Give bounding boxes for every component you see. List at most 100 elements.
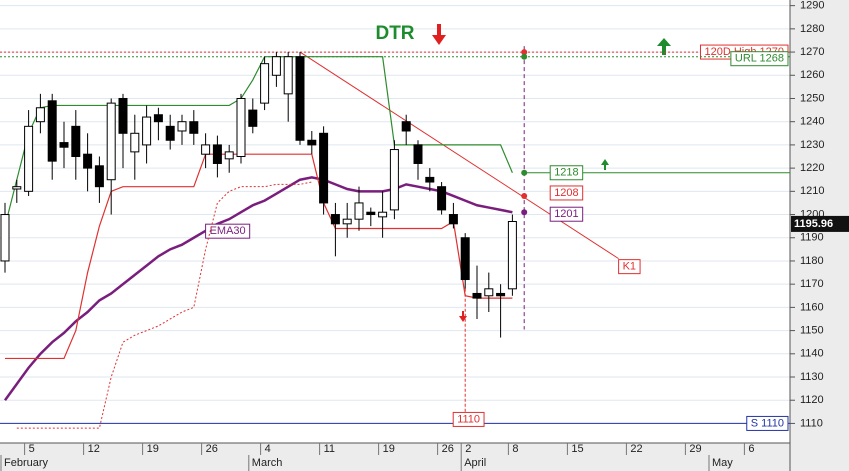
indicator-line [4, 56, 513, 227]
y-tick-label: 1210 [800, 185, 824, 197]
marker-label-box [549, 165, 584, 181]
candle-body [71, 125, 81, 158]
x-tick-label: 26 [442, 443, 454, 455]
y-tick-label: 1130 [800, 371, 824, 383]
candle-body [35, 107, 45, 123]
level-label-text: S 1110 [751, 417, 784, 429]
x-tick-label: 19 [383, 443, 395, 455]
y-tick-label: 1270 [800, 46, 824, 58]
month-label: February [4, 457, 49, 469]
y-tick-label: 1150 [800, 324, 824, 336]
stop-label: 1110 [452, 411, 485, 427]
candle-body [236, 97, 246, 158]
up-arrow-small [601, 159, 609, 170]
candle-body [0, 214, 10, 262]
candle-body [319, 132, 329, 204]
candle-body [47, 100, 57, 162]
y-tick-label: 1240 [800, 116, 824, 128]
candle-body [283, 56, 293, 95]
y-tick-label: 1120 [800, 394, 824, 406]
candle-body [448, 214, 458, 225]
marker-label-box [549, 185, 584, 201]
x-tick-label: 11 [324, 443, 335, 455]
chart-title: DTR [375, 23, 414, 44]
level-label-text: URL 1268 [735, 53, 784, 65]
y-tick-label: 1230 [800, 139, 824, 151]
indicator-line [3, 176, 513, 401]
marker-dot [521, 169, 528, 176]
level-dot [521, 53, 528, 60]
candle-body [118, 97, 128, 134]
trend-line [299, 51, 619, 260]
candle-body [212, 144, 222, 164]
candle-body [224, 151, 234, 160]
candle-body [165, 125, 175, 141]
level-label-box [730, 51, 789, 67]
candle-body [189, 121, 199, 134]
plot-area [0, 0, 790, 443]
x-tick-label: 19 [147, 443, 159, 455]
candle-body [271, 56, 281, 76]
x-tick-label: 8 [512, 443, 518, 455]
y-tick-label: 1290 [800, 0, 824, 12]
candle-body [248, 109, 258, 127]
marker-label: 1201 [549, 206, 584, 222]
candle-body [260, 63, 270, 104]
y-tick-label: 1160 [800, 301, 824, 313]
marker-dot [521, 209, 528, 216]
x-tick-label: 29 [689, 443, 701, 455]
marker-dot [521, 192, 528, 199]
y-tick-label: 1280 [800, 23, 824, 35]
candle-body [413, 144, 423, 164]
candle-body [496, 292, 506, 297]
x-tick-label: 12 [88, 443, 100, 455]
candle-body [484, 288, 494, 297]
candle-body [130, 132, 140, 153]
y-tick-label: 1250 [800, 92, 824, 104]
line-label: EMA30 [205, 223, 251, 239]
month-label: April [464, 457, 486, 469]
candle-body [389, 149, 399, 211]
y-tick-label: 1190 [800, 232, 824, 244]
candle-body [12, 186, 22, 190]
month-label: May [712, 457, 733, 469]
candle-body [378, 211, 388, 218]
level-label-box [746, 415, 789, 431]
candle-body [94, 165, 104, 188]
candle-body [83, 153, 93, 169]
marker-label-box [549, 206, 584, 222]
x-tick-label: 26 [206, 443, 218, 455]
y-tick-label: 1220 [800, 162, 824, 174]
candle-body [201, 144, 211, 155]
candle-body [24, 125, 34, 192]
y-tick-label: 1140 [800, 348, 824, 360]
y-tick-label: 1260 [800, 69, 824, 81]
marker-label: 1218 [549, 165, 584, 181]
y-tick-label: 1170 [800, 278, 824, 290]
candle-body [507, 221, 517, 290]
marker-label-text: 1201 [554, 208, 578, 220]
x-tick-label: 15 [571, 443, 583, 455]
trend-label-text: K1 [623, 261, 636, 273]
x-tick-label: 5 [29, 443, 35, 455]
candle-body [342, 218, 352, 225]
line-label-box [205, 223, 251, 239]
stop-label-text: 1110 [457, 413, 480, 425]
candle-body [366, 211, 376, 216]
candle-body [59, 142, 69, 148]
candle-body [425, 176, 435, 183]
candle-body [330, 214, 340, 225]
candle-body [142, 116, 152, 146]
y-tick-label: 1180 [800, 255, 824, 267]
marker-label: 1208 [549, 185, 584, 201]
last-price-text: 1195.96 [794, 218, 833, 230]
marker-label-text: 1208 [554, 187, 578, 199]
down-arrow-small [459, 311, 467, 322]
x-tick-label: 2 [465, 443, 471, 455]
marker-label-text: 1218 [554, 167, 578, 179]
candle-body [106, 102, 116, 181]
candle-body [437, 186, 447, 211]
level-label: S 1110 [746, 415, 789, 431]
